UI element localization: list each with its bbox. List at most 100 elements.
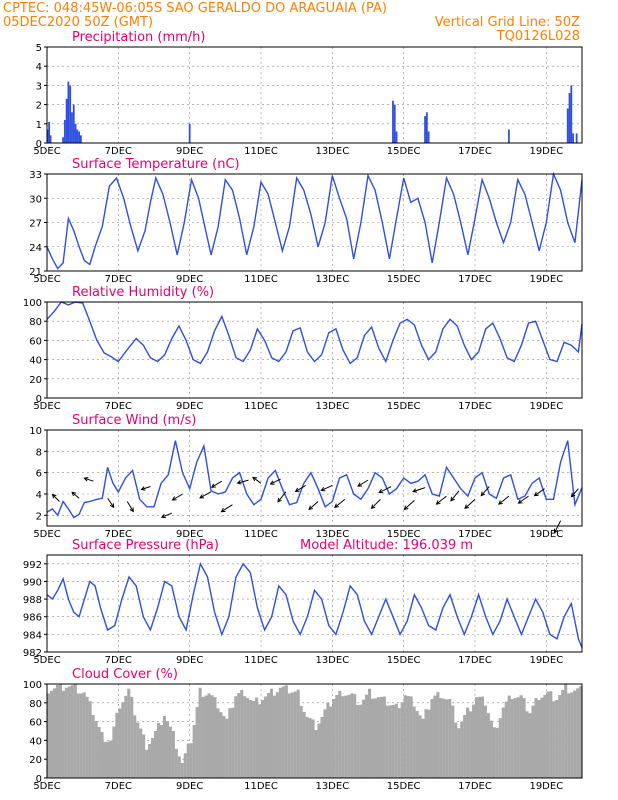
cloud-bar xyxy=(130,696,134,778)
cloud-bar xyxy=(246,698,250,778)
panel-frame xyxy=(46,554,583,653)
wind-arrow-head xyxy=(83,476,89,482)
panel-temp: Surface Temperature (nC) 21 24 27 30 33 5DEC 7D… xyxy=(29,157,583,285)
x-tick-label: 17DEC xyxy=(458,401,492,412)
wind-arrow xyxy=(252,476,262,484)
x-tick-label: 7DEC xyxy=(105,781,132,792)
wind-arrow-head xyxy=(480,491,486,497)
cloud-bar xyxy=(148,743,152,778)
cloud-bar xyxy=(278,687,282,778)
cloud-bar xyxy=(415,710,419,778)
y-tick-label: 60 xyxy=(29,718,42,729)
cloud-bar xyxy=(391,704,395,778)
cloud-bar xyxy=(49,690,54,778)
cloud-bar xyxy=(269,688,273,778)
cloud-bar xyxy=(433,695,437,778)
wind-arrow xyxy=(52,494,60,502)
cloud-bar xyxy=(519,695,523,778)
x-tick-label: 15DEC xyxy=(387,274,421,285)
wind-arrow-head xyxy=(71,491,77,497)
cloud-bar xyxy=(531,705,535,778)
cloud-bar xyxy=(237,693,241,778)
cloud-bar xyxy=(97,726,101,778)
cloud-bar xyxy=(70,685,74,778)
cloud-bar xyxy=(576,688,580,778)
cloud-bar xyxy=(103,741,107,778)
y-tick-label: 20 xyxy=(29,755,42,766)
cloud-bar xyxy=(445,699,449,778)
y-tick-label: 982 xyxy=(23,648,42,659)
cloud-bar xyxy=(528,713,532,778)
wind-arrow xyxy=(371,498,381,509)
cloud-bar xyxy=(183,753,187,778)
cloud-bar xyxy=(82,692,86,778)
cloud-bar xyxy=(365,694,369,778)
cloud-bar xyxy=(427,709,431,778)
cloud-bar xyxy=(308,718,312,778)
precip-bar xyxy=(424,116,426,143)
cloud-bar xyxy=(480,696,485,778)
cloud-bar xyxy=(189,743,193,778)
cloud-bar xyxy=(180,762,184,778)
panel-rh: Relative Humidity (%) 0 20 40 60 80 100 5DEC 7DE… xyxy=(23,285,583,412)
cloud-bar xyxy=(151,737,155,778)
cloud-bar xyxy=(439,698,443,778)
cloud-bar xyxy=(174,748,178,778)
x-tick-label: 17DEC xyxy=(458,529,492,540)
cloud-bar xyxy=(525,711,529,778)
precip-bar xyxy=(566,108,569,143)
wind-arrow-head xyxy=(334,503,339,508)
cloud-bar xyxy=(186,743,190,778)
x-tick-label: 9DEC xyxy=(176,781,203,792)
cloud-bar xyxy=(213,697,217,778)
panel-wind: Surface Wind (m/s) 2 4 6 8 10 5DEC 7DEC 9DEC 11DE… xyxy=(29,413,583,540)
panel-title: Surface Wind (m/s) xyxy=(72,413,196,428)
y-tick-label: 21 xyxy=(29,267,42,278)
precip-bar xyxy=(568,93,571,143)
cloud-bar xyxy=(201,696,205,778)
y-tick-label: 80 xyxy=(29,317,42,328)
cloud-bar xyxy=(284,685,288,778)
cloud-bar xyxy=(522,698,526,778)
cloud-bar xyxy=(394,703,398,778)
y-tick-label: 986 xyxy=(23,613,42,624)
cloud-bar xyxy=(222,715,226,778)
x-tick-label: 9DEC xyxy=(176,274,203,285)
x-tick-label: 19DEC xyxy=(529,781,563,792)
precip-bar xyxy=(72,104,75,143)
precip-bar xyxy=(65,98,68,143)
cloud-bar xyxy=(472,704,476,778)
wind-arrow-head xyxy=(370,504,376,510)
wind-arrow xyxy=(161,512,173,518)
cloud-bar xyxy=(546,691,550,778)
cloud-bar xyxy=(314,730,318,778)
cloud-bar xyxy=(558,694,562,778)
cloud-bar xyxy=(195,706,199,778)
precip-bar xyxy=(62,137,64,143)
y-tick-label: 20 xyxy=(29,375,42,386)
wind-arrow xyxy=(295,485,306,492)
cloud-bar xyxy=(362,699,366,778)
y-tick-label: 24 xyxy=(29,243,42,254)
cloud-bar xyxy=(356,704,360,778)
x-tick-label: 17DEC xyxy=(458,655,492,666)
panel-title: Surface Pressure (hPa) xyxy=(72,538,219,553)
cloud-bar xyxy=(382,696,386,778)
cloud-bar xyxy=(168,726,172,778)
cloud-bar xyxy=(368,688,372,778)
header-station: CPTEC: 048:45W-06:05S SAO GERALDO DO ARA… xyxy=(3,1,387,16)
cloud-bar xyxy=(442,698,446,778)
wind-arrow xyxy=(480,486,490,496)
x-tick-label: 7DEC xyxy=(105,274,132,285)
wind-arrow-head xyxy=(533,491,539,497)
cloud-bar xyxy=(154,731,158,778)
cloud-bar xyxy=(275,692,279,778)
cloud-bar xyxy=(400,702,404,778)
cloud-bar xyxy=(466,707,470,778)
cloud-bar xyxy=(477,696,482,778)
x-tick-label: 15DEC xyxy=(387,781,421,792)
cloud-bar xyxy=(225,718,229,778)
cloud-bar xyxy=(385,705,389,778)
cloud-bar xyxy=(317,723,321,778)
cloud-bar xyxy=(320,716,324,778)
